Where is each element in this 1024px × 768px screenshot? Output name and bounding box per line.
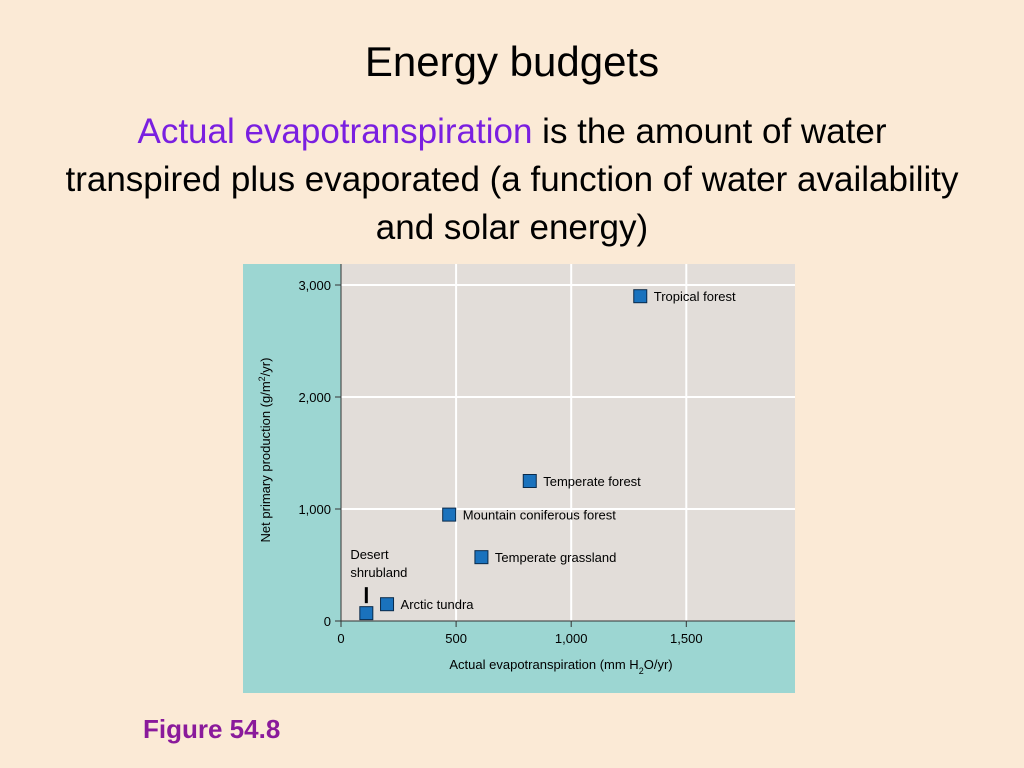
x-tick-label: 1,000: [555, 631, 588, 646]
plot-area: [341, 264, 795, 621]
data-point: [359, 606, 374, 621]
chart: 0 500 1,000 1,500 0 1,000 2,000 3,000 Tropical …: [243, 264, 795, 693]
y-tick-label: 2,000: [298, 390, 331, 405]
figure-caption: Figure 54.8: [143, 714, 281, 744]
x-tick-label: 500: [445, 631, 467, 646]
data-point: [633, 289, 648, 304]
data-point-label: Arctic tundra: [401, 597, 475, 612]
y-tick-label: 1,000: [298, 502, 331, 517]
scatter-chart: 0 500 1,000 1,500 0 1,000 2,000 3,000 Tropical …: [243, 264, 795, 693]
data-points: Tropical forest Temperate forest Mountain …: [350, 289, 736, 621]
data-point: [380, 597, 395, 612]
data-point: [522, 474, 537, 488]
data-point: [474, 550, 489, 565]
data-point-label: Tropical forest: [654, 289, 736, 304]
data-point-label: Temperate forest: [543, 474, 641, 489]
data-point-label: shrubland: [350, 565, 407, 580]
y-tick-label: 0: [324, 614, 331, 629]
x-tick-label: 0: [337, 631, 344, 646]
slide-title: Energy budgets: [364, 38, 660, 85]
x-axis-label: Actual evapotranspiration (mm H2O/yr): [449, 657, 672, 676]
x-tick-label: 1,500: [670, 631, 703, 646]
slide-subtitle: Actual evapotranspiration is the amount …: [60, 108, 964, 252]
y-axis-label: Net primary production (g/m2/yr): [257, 358, 273, 543]
data-point: [442, 507, 457, 522]
ticks: 0 500 1,000 1,500 0 1,000 2,000 3,000: [298, 278, 702, 646]
subtitle-rest: is the amount of water transpired plus e…: [65, 112, 959, 247]
data-point-label: Desert: [350, 547, 389, 562]
y-tick-label: 3,000: [298, 278, 331, 293]
axes: [340, 264, 795, 622]
subtitle-highlight: Actual evapotranspiration: [137, 112, 533, 151]
data-point-label: Mountain coniferous forest: [463, 508, 617, 523]
gridlines: [341, 264, 795, 621]
data-point-label: Temperate grassland: [495, 550, 616, 565]
